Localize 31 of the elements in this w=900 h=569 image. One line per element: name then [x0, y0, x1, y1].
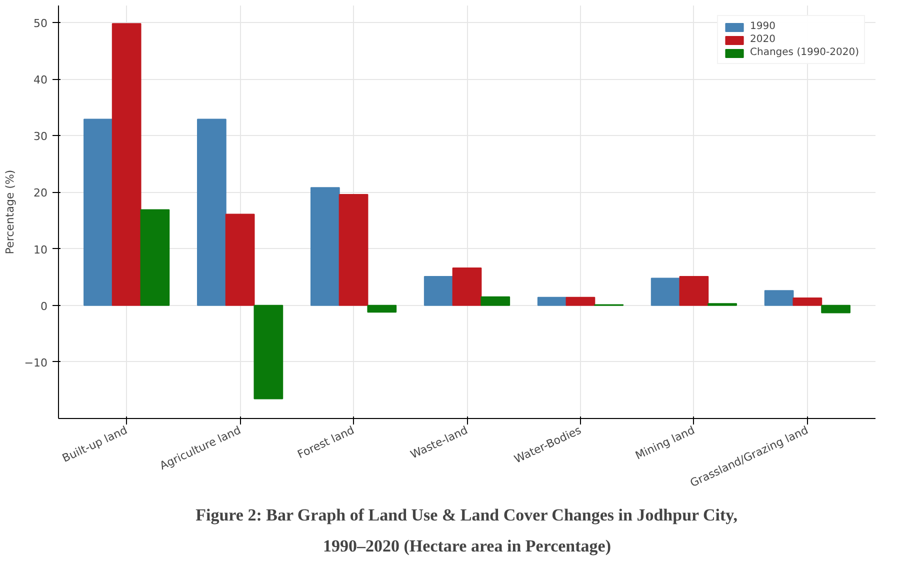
bar	[310, 187, 340, 306]
y-axis-title: Percentage (%)	[3, 170, 16, 254]
y-tick-label: 10	[34, 243, 48, 256]
bar	[424, 276, 454, 306]
bar	[254, 304, 284, 400]
bar	[84, 118, 113, 306]
bar	[792, 297, 822, 306]
bar	[480, 296, 510, 306]
legend-label: 2020	[750, 34, 776, 45]
bar	[679, 276, 709, 306]
y-tick-label: 40	[34, 74, 48, 87]
bar	[764, 290, 794, 306]
bar	[566, 296, 596, 306]
bar	[821, 304, 850, 314]
bar	[367, 304, 397, 313]
bar	[140, 209, 170, 306]
bar	[537, 296, 567, 306]
y-tick-label: 0	[40, 300, 48, 313]
bar	[650, 278, 680, 306]
legend-label: Changes (1990-2020)	[750, 47, 859, 58]
y-tick-label: 30	[34, 130, 48, 144]
bar	[338, 194, 368, 306]
legend-label: 1990	[750, 21, 776, 32]
bar	[197, 118, 226, 306]
text: Figure 2: Bar Graph of Land Use & Land Cover Changes in Jodhpur City, 1990–2020 (Hectare area in Percentage)	[196, 506, 738, 556]
y-tick-label: 20	[34, 186, 48, 200]
bar	[225, 214, 255, 306]
bar	[452, 268, 482, 306]
bar	[112, 23, 142, 306]
y-tick-label: 50	[34, 16, 48, 30]
y-tick-label: −10	[24, 356, 48, 370]
